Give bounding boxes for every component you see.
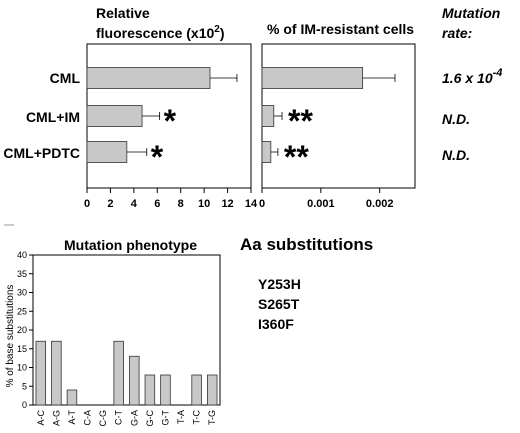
- aa-substitution-item: Y253H: [258, 276, 301, 292]
- x-tick-label: 10: [198, 198, 210, 210]
- x-tick-label: C-T: [114, 410, 124, 425]
- x-tick-label: T-A: [176, 410, 186, 424]
- significance-marker: *: [151, 139, 164, 175]
- bar: [160, 374, 171, 406]
- x-tick-label: A-G: [51, 410, 61, 426]
- x-tick-label: 0: [84, 198, 90, 210]
- category-label: CML: [50, 70, 81, 86]
- left-panel-title-line2: fluorescence (x102): [96, 24, 225, 41]
- y-tick-label: 15: [17, 344, 27, 354]
- bar: [144, 374, 156, 406]
- y-tick-label: 0: [22, 400, 27, 410]
- significance-marker: **: [288, 103, 313, 139]
- x-tick-label: 12: [221, 198, 233, 210]
- x-tick-label: T-C: [192, 410, 202, 425]
- mutation-rate-value: N.D.: [442, 147, 470, 163]
- x-tick-label: 0.001: [307, 198, 335, 210]
- x-tick-label: C-G: [98, 410, 108, 427]
- x-tick-label: G-C: [145, 410, 155, 427]
- bar: [261, 67, 364, 89]
- bar: [113, 340, 124, 406]
- significance-marker: *: [164, 103, 177, 139]
- x-tick-label: A-T: [67, 410, 77, 425]
- x-tick-label: C-A: [83, 410, 93, 426]
- bar: [86, 67, 211, 89]
- x-tick-label: 4: [131, 198, 138, 210]
- x-tick-label: G-T: [160, 410, 170, 426]
- bar: [261, 105, 275, 127]
- bar: [129, 355, 140, 406]
- x-tick-label: G-A: [129, 410, 139, 426]
- left-panel-title-line1: Relative: [96, 5, 150, 21]
- bar: [35, 340, 47, 406]
- y-tick-label: 40: [17, 250, 27, 260]
- bar: [66, 389, 78, 406]
- x-tick-label: 0.002: [366, 198, 394, 210]
- bar: [206, 374, 218, 406]
- x-tick-label: 2: [107, 198, 113, 210]
- mutation-rate-header-line1: Mutation: [442, 5, 500, 21]
- bar: [86, 105, 143, 127]
- x-tick-label: T-G: [207, 410, 217, 425]
- x-tick-label: 14: [245, 198, 258, 210]
- mutation-rate-value: N.D.: [442, 111, 470, 127]
- y-tick-label: 35: [17, 269, 27, 279]
- x-tick-label: A-C: [36, 410, 46, 426]
- x-tick-label: 6: [154, 198, 160, 210]
- y-tick-label: 5: [22, 381, 27, 391]
- right-panel-title: % of IM-resistant cells: [267, 21, 414, 37]
- x-tick-label: 0: [259, 198, 265, 210]
- significance-marker: **: [284, 139, 309, 175]
- aa-substitution-item: S265T: [258, 296, 300, 312]
- bar: [191, 374, 202, 406]
- mutation-rate-value: 1.6 x 10-4: [442, 67, 502, 86]
- bar: [51, 340, 62, 406]
- y-tick-label: 10: [17, 363, 27, 373]
- bottom-chart-ylabel: % of base substitutions: [5, 285, 16, 388]
- bar: [261, 141, 272, 163]
- x-tick-label: 8: [178, 198, 184, 210]
- category-label: CML+IM: [26, 109, 80, 125]
- bottom-chart-title: Mutation phenotype: [64, 237, 197, 253]
- mutation-rate-header-line2: rate:: [442, 25, 472, 41]
- y-tick-label: 30: [17, 288, 27, 298]
- category-label: CML+PDTC: [3, 145, 80, 161]
- y-tick-label: 20: [17, 325, 27, 335]
- y-tick-label: 25: [17, 306, 27, 316]
- aa-substitutions-title: Aa substitutions: [240, 235, 373, 254]
- bar: [86, 141, 128, 163]
- aa-substitution-item: I360F: [258, 316, 294, 332]
